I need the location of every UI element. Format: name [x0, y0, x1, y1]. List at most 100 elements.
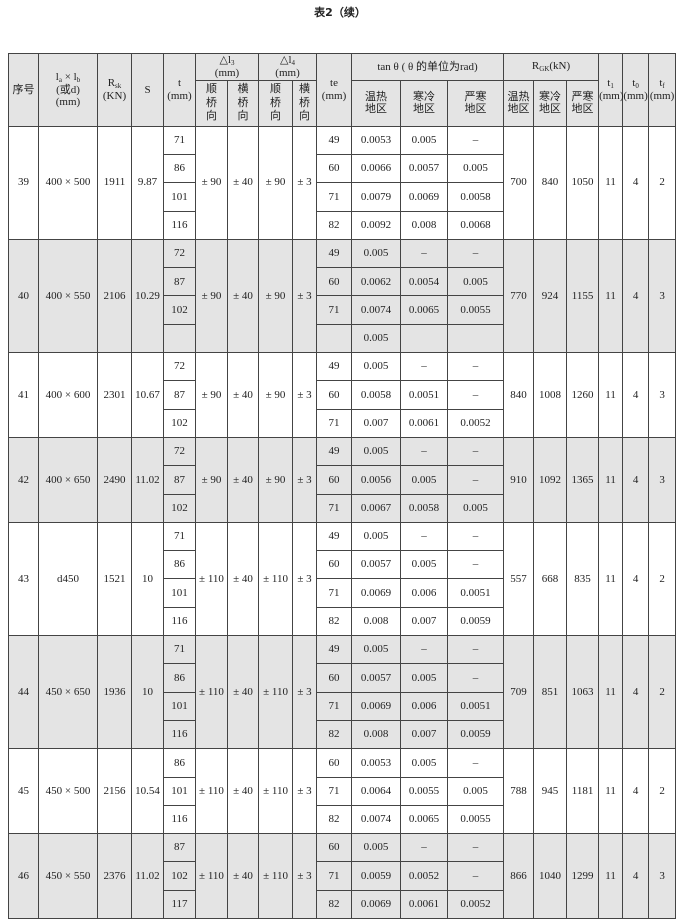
cell-te: 71: [316, 776, 353, 806]
cell-tan-cold: 0.005: [400, 663, 449, 693]
cell-rsk: 2106: [97, 238, 132, 354]
header-tan-zone-3: 严寒地区: [447, 79, 505, 127]
cell-t1: 11: [598, 521, 624, 637]
cell-size: 400 × 550: [38, 238, 98, 354]
cell-te: 49: [316, 125, 353, 155]
cell-tan-warm: 0.005: [351, 436, 402, 467]
cell-t1: 11: [598, 436, 624, 523]
cell-s: 10.29: [131, 238, 164, 354]
cell-dl3-shun: ± 110: [195, 521, 228, 637]
cell-rgk-warm: 788: [503, 748, 535, 835]
cell-t: 71: [163, 635, 196, 665]
cell-dl3-shun: ± 110: [195, 833, 228, 919]
header-rsk: Rsk (KN): [97, 53, 132, 127]
cell-te: 82: [316, 889, 353, 919]
cell-te: 60: [316, 153, 353, 184]
cell-te: 71: [316, 182, 353, 212]
table-row: 86 60 0.0066 0.0057 0.005: [9, 153, 676, 184]
cell-no: 42: [8, 436, 39, 523]
cell-size: 450 × 650: [38, 635, 98, 750]
cell-dl4-heng: ± 3: [292, 352, 318, 438]
cell-tan-warm: 0.0079: [351, 182, 402, 212]
header-tan: tan θ ( θ 的单位为rad): [351, 53, 505, 81]
cell-t: 102: [163, 295, 196, 325]
cell-tan-severe: 0.0051: [447, 578, 505, 608]
cell-dl3-shun: ± 90: [195, 352, 228, 438]
cell-dl4-heng: ± 3: [292, 125, 318, 240]
cell-tan-warm: 0.0069: [351, 889, 402, 919]
cell-rgk-cold: 851: [533, 635, 568, 750]
cell-size: 400 × 600: [38, 352, 98, 438]
data-table: 序号 la × lb (或d) (mm) Rsk (KN) S t (mm) △l3 (m…: [8, 53, 677, 919]
cell-te: 71: [316, 578, 353, 608]
cell-tan-severe: –: [447, 238, 505, 269]
table-row: 87 60 0.0056 0.005–: [9, 465, 676, 495]
cell-tan-severe: –: [447, 861, 505, 891]
cell-tan-cold: 0.005: [400, 748, 449, 778]
cell-no: 40: [8, 238, 39, 354]
header-rgk-zone-2: 寒冷地区: [533, 79, 568, 127]
cell-te: 82: [316, 804, 353, 835]
cell-dl3-heng: ± 40: [226, 521, 260, 637]
cell-tan-warm: 0.0064: [351, 776, 402, 806]
table-row: 101 71 0.0069 0.006 0.0051: [9, 691, 676, 721]
cell-rsk: 2156: [97, 748, 132, 835]
cell-tan-severe: 0.005: [447, 493, 505, 523]
header-rgk: RGK(kN): [503, 53, 600, 81]
cell-rgk-cold: 1008: [533, 352, 568, 438]
cell-tan-severe: 0.0055: [447, 804, 505, 835]
table-row: 101 71 0.0069 0.006 0.0051: [9, 578, 676, 608]
cell-t: 72: [163, 238, 196, 269]
cell-tan-warm: 0.0062: [351, 267, 402, 297]
cell-dl4-shun: ± 90: [258, 125, 294, 240]
cell-t1: 11: [598, 635, 624, 750]
table-row: 101 71 0.0079 0.0069 0.0058: [9, 182, 676, 212]
table-row: 43 d450 1521 10 71 ± 110 ± 40 ± 110 ± 3 49 0.005– –…: [8, 521, 677, 637]
cell-tf: 2: [648, 635, 677, 750]
cell-te: 82: [316, 606, 353, 637]
cell-te: 49: [316, 521, 353, 552]
cell-tan-cold: 0.0061: [400, 889, 449, 919]
table-row: 87 60 0.0062 0.0054 0.005: [9, 267, 676, 297]
header-tan-zone-2: 寒冷地区: [400, 79, 449, 127]
header-dl4-shun: 顺桥向: [258, 79, 294, 127]
table-row: 102 71 0.007 0.0061 0.0052: [9, 408, 676, 438]
cell-rsk: 2490: [97, 436, 132, 523]
cell-t0: 4: [622, 521, 650, 637]
table-row: 42 400 × 650 2490 11.02 72 ± 90 ± 40 ± 90 ± 3 49 0…: [8, 436, 677, 523]
cell-tan-cold: 0.0054: [400, 267, 449, 297]
cell-dl4-shun: ± 90: [258, 352, 294, 438]
cell-tan-cold: [400, 323, 449, 354]
cell-t: 87: [163, 380, 196, 410]
cell-tan-severe: 0.0052: [447, 408, 505, 438]
cell-tan-cold: 0.0051: [400, 380, 449, 410]
table-row: 86 60 0.0057 0.005–: [9, 663, 676, 693]
cell-tan-severe: –: [447, 635, 505, 665]
cell-dl3-shun: ± 90: [195, 238, 228, 354]
cell-no: 46: [8, 833, 39, 919]
table-row: 116 82 0.0074 0.0065 0.0055: [9, 804, 676, 835]
cell-t: 116: [163, 606, 196, 637]
cell-tan-severe: –: [447, 436, 505, 467]
cell-s: 10.54: [131, 748, 164, 835]
cell-tan-cold: 0.008: [400, 210, 449, 240]
cell-tan-severe: 0.0051: [447, 691, 505, 721]
cell-tan-severe: 0.0052: [447, 889, 505, 919]
cell-tan-severe: [447, 323, 505, 354]
cell-tf: 2: [648, 748, 677, 835]
cell-te: 49: [316, 635, 353, 665]
cell-te: 60: [316, 748, 353, 778]
cell-rgk-severe: 1260: [566, 352, 600, 438]
cell-dl4-shun: ± 110: [258, 833, 294, 919]
cell-dl3-heng: ± 40: [226, 436, 260, 523]
cell-tan-cold: –: [400, 521, 449, 552]
cell-te: 60: [316, 465, 353, 495]
cell-tan-cold: 0.0057: [400, 153, 449, 184]
table-row: 117 82 0.0069 0.0061 0.0052: [9, 889, 676, 919]
table-row: 102 71 0.0067 0.0058 0.005: [9, 493, 676, 523]
cell-rgk-severe: 1365: [566, 436, 600, 523]
cell-t1: 11: [598, 125, 624, 240]
cell-t: 86: [163, 748, 196, 778]
cell-t: 102: [163, 493, 196, 523]
cell-rgk-cold: 668: [533, 521, 568, 637]
